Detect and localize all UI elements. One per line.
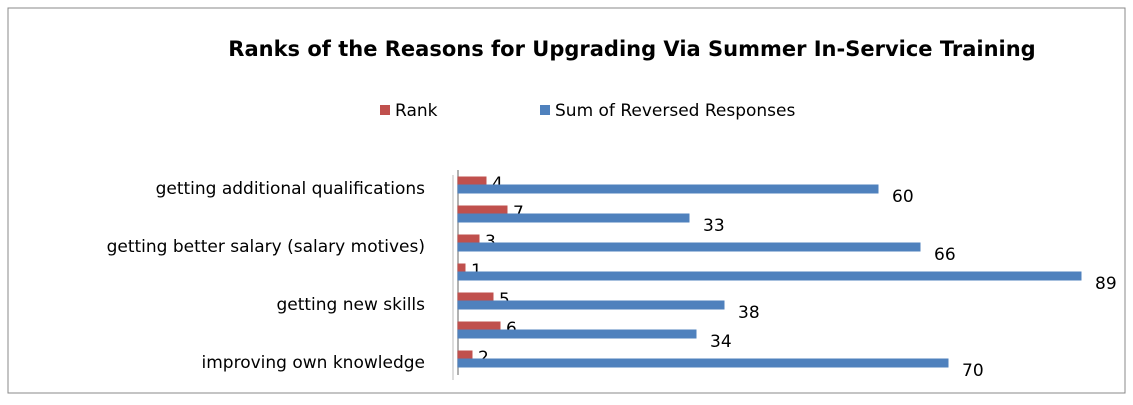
- data-label: 3: [485, 232, 496, 252]
- y-tick-label: improving own knowledge: [202, 353, 425, 373]
- legend-swatch: [380, 105, 390, 115]
- y-tick-label: getting new skills: [276, 295, 425, 315]
- chart-title: Ranks of the Reasons for Upgrading Via S…: [228, 37, 1035, 61]
- bar: [457, 329, 697, 339]
- data-label: 66: [934, 245, 956, 265]
- data-label: 89: [1095, 274, 1117, 294]
- y-tick-label: getting additional qualifications: [156, 179, 426, 199]
- data-label: 34: [710, 332, 732, 352]
- bar: [457, 292, 494, 302]
- legend-swatch: [540, 105, 550, 115]
- data-label: 7: [513, 203, 524, 223]
- bar: [457, 242, 921, 252]
- bar: [457, 321, 501, 331]
- bar: [457, 263, 466, 273]
- bar: [457, 176, 487, 186]
- legend-label: Sum of Reversed Responses: [555, 101, 795, 121]
- data-label: 70: [962, 361, 984, 381]
- chart-frame: [7, 7, 1126, 394]
- bar: [457, 358, 949, 368]
- legend-label: Rank: [395, 101, 438, 121]
- data-label: 6: [506, 319, 517, 339]
- bar: [457, 213, 690, 223]
- data-label: 2: [478, 348, 489, 368]
- bar: [457, 184, 879, 194]
- bar: [457, 205, 508, 215]
- bar: [457, 271, 1082, 281]
- data-label: 1: [471, 261, 482, 281]
- data-label: 33: [703, 216, 725, 236]
- data-label: 5: [499, 290, 510, 310]
- bar: [457, 234, 480, 244]
- bar: [457, 300, 725, 310]
- data-label: 38: [738, 303, 760, 323]
- y-tick-label: getting better salary (salary motives): [107, 237, 425, 257]
- data-label: 4: [492, 174, 503, 194]
- bar: [457, 350, 473, 360]
- data-label: 60: [892, 187, 914, 207]
